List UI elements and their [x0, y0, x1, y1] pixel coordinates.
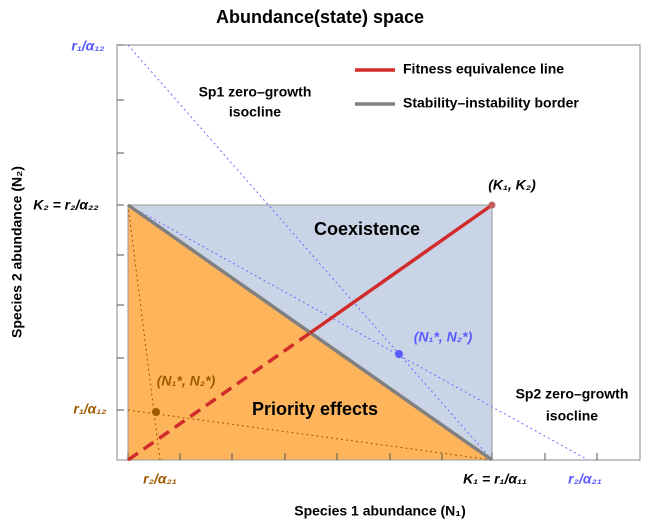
label: isocline [229, 104, 281, 120]
x-axis-label: Species 1 abundance (N₁) [294, 503, 466, 519]
legend-label: Fitness equivalence line [403, 61, 564, 77]
isoclines [127, 44, 589, 461]
label: r₁/α₁₂ [73, 401, 106, 417]
label: (K₁, K₂) [488, 177, 536, 193]
fitness-line [308, 203, 494, 335]
label: K₂ = r₂/α₂₂ [33, 197, 98, 213]
orange-isoclines [127, 204, 493, 461]
label: (N₁*, N₂*) [414, 329, 473, 345]
label: r₂/α₂₁ [568, 471, 602, 487]
label: Sp1 zero–growth [199, 84, 312, 100]
label: r₂/α₂₁ [143, 471, 177, 487]
axes [116, 44, 641, 461]
label: (N₁*, N₂*) [157, 373, 216, 389]
stable-equilibrium [395, 350, 403, 358]
region-label: Coexistence [314, 219, 420, 239]
label: r₁/α₁₂ [71, 38, 104, 54]
label: K₁ = r₁/α₁₁ [463, 471, 527, 487]
legend-label: Stability–instability border [403, 95, 579, 111]
unstable-equilibrium [152, 408, 160, 416]
y-axis-label: Species 2 abundance (N₂) [9, 166, 25, 338]
corner-point [488, 201, 496, 209]
label: Sp2 zero–growth [516, 386, 629, 402]
label: isocline [546, 408, 598, 424]
title: Abundance(state) space [216, 7, 424, 27]
region-label: Priority effects [252, 399, 378, 419]
